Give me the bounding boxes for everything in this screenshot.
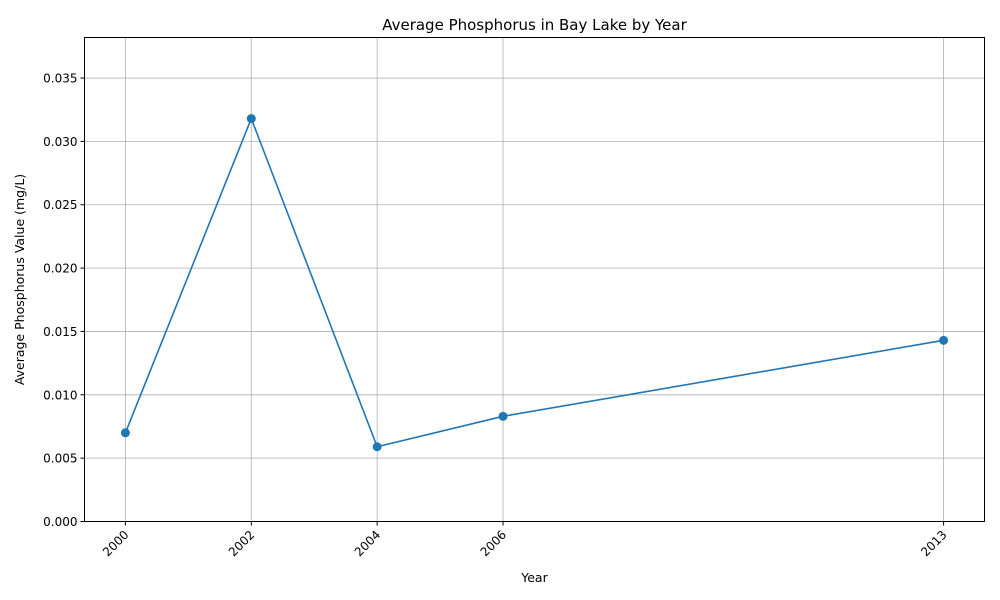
- y-axis: 0.000 0.005 0.010 0.015 0.020 0.025 0.030 0.035: [43, 72, 85, 529]
- data-point: [498, 411, 508, 421]
- y-tick-label: 0.005: [43, 452, 77, 466]
- chart-title: Average Phosphorus in Bay Lake by Year: [382, 16, 687, 34]
- data-series: [120, 114, 949, 452]
- y-tick-label: 0.000: [43, 515, 77, 529]
- x-axis-label: Year: [520, 570, 548, 585]
- y-tick-label: 0.035: [43, 72, 77, 86]
- data-point: [120, 428, 130, 438]
- data-point: [372, 442, 382, 452]
- plot-frame: [84, 37, 985, 522]
- data-point: [939, 335, 949, 345]
- y-tick-label: 0.015: [43, 325, 77, 339]
- y-tick-label: 0.010: [43, 388, 77, 402]
- y-axis-label: Average Phosphorus Value (mg/L): [12, 174, 27, 385]
- y-tick-label: 0.020: [43, 262, 77, 276]
- data-point: [246, 114, 256, 124]
- y-tick-label: 0.025: [43, 198, 77, 212]
- y-tick-label: 0.030: [43, 135, 77, 149]
